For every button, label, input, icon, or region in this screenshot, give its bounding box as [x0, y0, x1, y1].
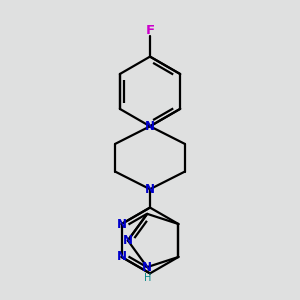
Text: N: N — [145, 120, 155, 133]
Text: N: N — [123, 234, 133, 247]
Text: N: N — [116, 250, 127, 263]
Text: N: N — [145, 183, 155, 196]
Text: H: H — [143, 273, 151, 283]
Text: N: N — [142, 261, 152, 274]
Text: N: N — [116, 218, 127, 230]
Text: F: F — [146, 24, 154, 37]
